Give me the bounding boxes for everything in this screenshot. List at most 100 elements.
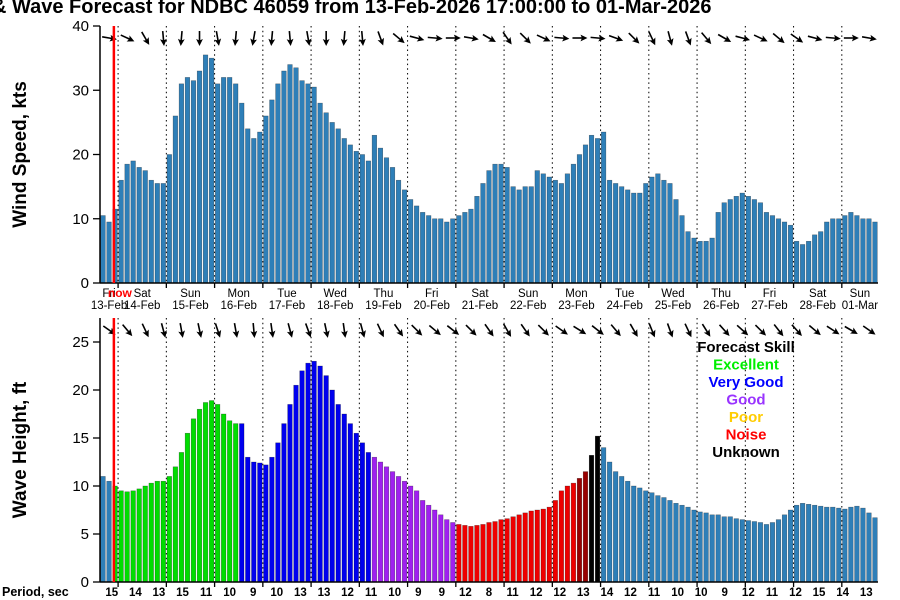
wave-bar (781, 514, 788, 583)
wind-direction-arrow-icon (861, 34, 877, 42)
wave-bar (118, 490, 124, 583)
day-date-label: 26-Feb (703, 300, 739, 312)
day-date-label: 21-Feb (462, 300, 498, 312)
day-name-label: Sun (180, 288, 200, 300)
y-tick-label: 10 (72, 478, 89, 495)
period-value: 10 (223, 587, 236, 599)
wind-bar (389, 167, 396, 284)
wind-bar (492, 163, 498, 284)
wave-bar (257, 462, 263, 583)
wind-bar (438, 218, 444, 284)
period-value: 13 (294, 587, 307, 599)
period-row: Period, sec 15 14 13 15 11 10 9 10 13 13 12 11 10 9 9 12… (2, 585, 873, 599)
wind-direction-arrow-icon (427, 34, 443, 42)
wave-bar (305, 362, 311, 583)
wind-bar (558, 183, 564, 284)
wind-bar (209, 57, 215, 284)
wind-bar (661, 179, 667, 284)
y-tick-label: 10 (72, 211, 89, 228)
day-name-label: Sun (518, 288, 538, 300)
wave-bar (299, 370, 305, 583)
wind-bar (836, 218, 842, 284)
wave-bar (775, 519, 782, 583)
wave-bar (215, 404, 221, 583)
wind-bar (299, 80, 305, 284)
wind-bar (486, 170, 492, 284)
wind-direction-arrow-icon (825, 34, 841, 42)
wave-bar (679, 504, 685, 583)
wave-bar (221, 413, 227, 583)
wind-bar (576, 154, 583, 284)
wind-bar (456, 215, 462, 284)
wind-bar (842, 215, 848, 284)
wind-bar (281, 70, 287, 284)
wind-bar (787, 224, 794, 284)
wave-bar (136, 488, 142, 583)
wave-bar (480, 524, 486, 583)
wind-bar (269, 99, 275, 284)
wind-y-axis-label: Wind Speed, kts (10, 81, 31, 228)
wind-direction-arrow-icon (214, 30, 222, 46)
wind-direction-arrow-icon (807, 34, 823, 42)
wind-bar (329, 122, 335, 284)
wave-direction-arrow-icon (537, 324, 549, 336)
wave-bar (866, 512, 872, 583)
wave-direction-arrow-icon (520, 323, 530, 337)
wind-bar (498, 163, 504, 284)
wind-bar (564, 173, 570, 284)
wave-direction-arrow-icon (666, 323, 674, 338)
wave-direction-arrow-icon (610, 324, 621, 337)
wind-bar (196, 70, 203, 284)
wind-bar (251, 138, 257, 284)
wave-bar (202, 402, 209, 583)
wave-bar (848, 506, 854, 583)
wave-direction-arrow-icon (844, 325, 858, 334)
wave-bar (558, 490, 564, 583)
wave-direction-arrow-icon (648, 323, 656, 338)
wind-bar (474, 196, 480, 284)
wind-direction-arrow-icon (554, 34, 570, 42)
wave-bar (130, 490, 136, 583)
wave-bar (239, 423, 245, 583)
wave-bar (166, 476, 172, 583)
day-name-label: Tue (277, 288, 296, 300)
wind-bar (745, 196, 751, 284)
period-value: 15 (176, 587, 189, 599)
wind-direction-arrow-icon (772, 32, 785, 44)
wind-bar (818, 231, 824, 284)
wave-bar (426, 504, 432, 583)
wind-direction-arrow-icon (753, 34, 768, 42)
wave-bar (739, 519, 745, 583)
wind-direction-arrow-icon (648, 31, 656, 46)
wind-bar (516, 189, 522, 284)
wind-direction-arrow-icon (392, 32, 405, 44)
day-date-label: 22-Feb (510, 300, 546, 312)
wind-bar (594, 138, 601, 284)
wave-panel: 0 5 10 15 20 25 Wave Height, ft (10, 318, 878, 591)
wave-direction-arrow-icon (773, 323, 784, 337)
wave-bar (552, 500, 558, 583)
wave-bar (546, 506, 552, 583)
wind-bar (317, 102, 323, 284)
wind-bar (733, 196, 739, 284)
wave-direction-arrow-icon (718, 324, 730, 336)
y-tick-label: 0 (81, 574, 89, 591)
wave-bar (510, 516, 516, 583)
wave-bar (667, 500, 673, 583)
wind-direction-arrow-icon (409, 34, 425, 42)
legend-entry: Good (726, 392, 765, 409)
wave-bar (582, 471, 589, 583)
wind-direction-arrow-icon (717, 33, 732, 42)
wave-direction-arrow-icon (268, 322, 276, 338)
wave-bar (371, 456, 377, 583)
wave-direction-arrow-icon (446, 325, 460, 335)
wind-bar (715, 212, 721, 284)
wave-direction-arrow-icon (591, 325, 604, 335)
wind-bar (172, 115, 178, 284)
wind-direction-arrow-icon (790, 33, 804, 43)
wave-bar (432, 509, 438, 583)
wave-bar (872, 517, 878, 583)
wind-bar (522, 186, 528, 284)
wave-bar (402, 480, 408, 583)
